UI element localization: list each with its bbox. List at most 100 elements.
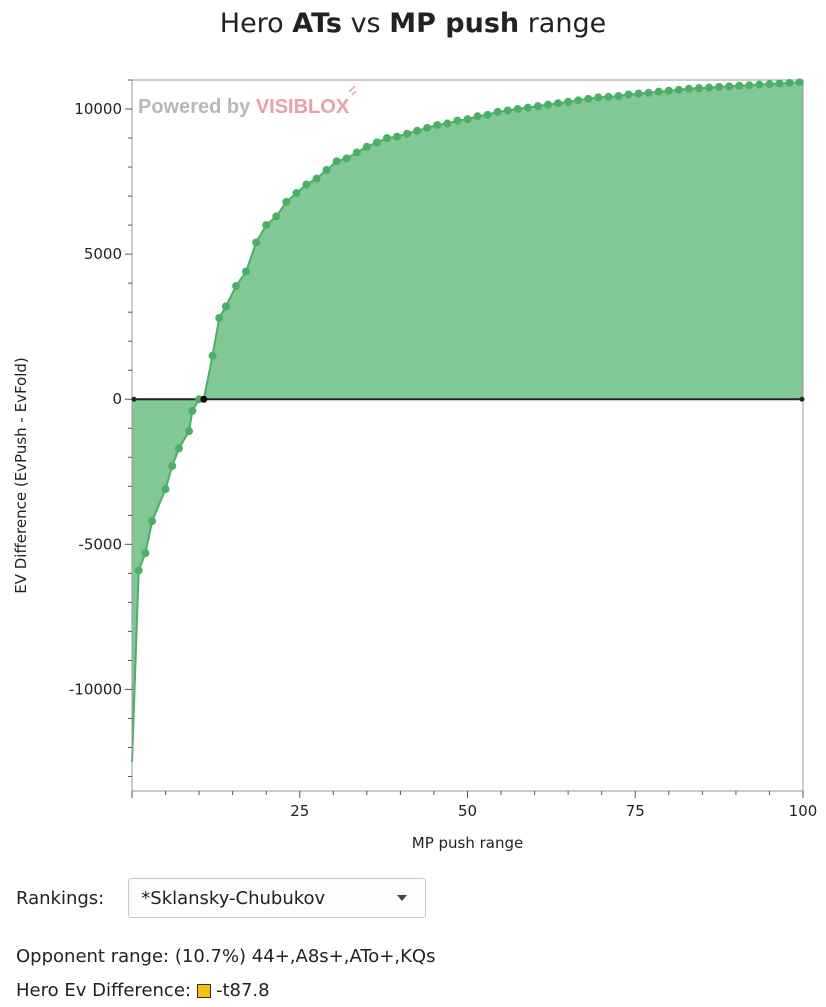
title-part-3: MP push bbox=[389, 8, 520, 39]
data-point bbox=[372, 138, 381, 147]
data-point bbox=[765, 80, 774, 89]
data-point bbox=[413, 126, 422, 135]
data-point bbox=[403, 129, 412, 138]
data-point bbox=[221, 302, 230, 311]
data-point bbox=[252, 238, 261, 247]
data-point bbox=[604, 92, 613, 101]
hero-ev-value: -t87.8 bbox=[215, 980, 270, 1001]
data-point bbox=[174, 444, 183, 453]
y-axis-label: EV Difference (EvPush - EvFold) bbox=[12, 357, 30, 594]
data-point bbox=[232, 282, 241, 291]
opponent-range-label: Opponent range: bbox=[16, 946, 170, 967]
rankings-row: Rankings: *Sklansky-Chubukov bbox=[16, 878, 427, 918]
data-point bbox=[594, 93, 603, 102]
rankings-dropdown[interactable]: *Sklansky-Chubukov bbox=[128, 878, 427, 918]
title-part-0: Hero bbox=[219, 8, 293, 39]
data-point bbox=[554, 99, 563, 108]
x-tick-label: 100 bbox=[789, 802, 818, 820]
data-point bbox=[453, 116, 462, 125]
y-tick-label: -5000 bbox=[78, 535, 122, 553]
data-point bbox=[745, 81, 754, 90]
data-point bbox=[654, 87, 663, 96]
zero-line-end-dot bbox=[799, 396, 805, 402]
data-point bbox=[584, 94, 593, 103]
data-point bbox=[624, 90, 633, 99]
data-point bbox=[215, 313, 224, 322]
zero-line-start-dot bbox=[131, 396, 137, 402]
data-point bbox=[755, 80, 764, 89]
title-part-1: ATs bbox=[292, 8, 342, 39]
hero-ev-label: Hero Ev Difference: bbox=[16, 980, 191, 1001]
data-point bbox=[312, 174, 321, 183]
data-point bbox=[705, 83, 714, 92]
title-part-4: range bbox=[519, 8, 607, 39]
data-point bbox=[332, 157, 341, 166]
data-point bbox=[423, 123, 432, 132]
data-point bbox=[352, 148, 361, 157]
data-point bbox=[185, 427, 194, 436]
data-point bbox=[262, 221, 271, 230]
data-point bbox=[302, 180, 311, 189]
data-point bbox=[282, 197, 291, 206]
chevron-down-icon bbox=[397, 895, 408, 901]
data-point bbox=[393, 132, 402, 141]
data-point bbox=[148, 517, 157, 526]
data-point bbox=[382, 134, 391, 143]
data-point bbox=[208, 351, 217, 360]
data-point bbox=[533, 102, 542, 111]
data-point bbox=[443, 119, 452, 128]
data-point bbox=[523, 103, 532, 112]
data-point bbox=[725, 82, 734, 91]
data-point bbox=[292, 189, 301, 198]
data-point bbox=[664, 86, 673, 95]
y-tick-label: 0 bbox=[112, 390, 122, 408]
area-chart: -10000 -5000 0 5000 10000 25 50 75 100 MP push ra… bbox=[12, 78, 818, 852]
data-point bbox=[342, 154, 351, 163]
data-point bbox=[473, 112, 482, 121]
hero-color-swatch bbox=[196, 983, 211, 998]
y-tick-label: 5000 bbox=[84, 245, 122, 263]
y-tick-label: 10000 bbox=[74, 100, 122, 118]
rankings-label: Rankings: bbox=[16, 887, 105, 909]
data-point bbox=[775, 79, 784, 88]
data-point bbox=[168, 461, 177, 470]
data-point bbox=[694, 84, 703, 93]
area-fill bbox=[132, 82, 803, 762]
data-point bbox=[483, 110, 492, 119]
data-point bbox=[634, 89, 643, 98]
x-tick-label: 75 bbox=[626, 802, 645, 820]
data-point bbox=[785, 78, 794, 87]
data-point bbox=[644, 88, 653, 97]
highlight-point bbox=[200, 395, 208, 403]
data-point bbox=[503, 106, 512, 115]
watermark: Powered by VISIBLOX bbox=[138, 96, 350, 118]
data-point bbox=[242, 267, 251, 276]
data-point bbox=[463, 115, 472, 124]
data-point bbox=[574, 96, 583, 105]
watermark-accent-icon bbox=[348, 85, 357, 96]
data-point bbox=[564, 97, 573, 106]
opponent-range-row: Opponent range: (10.7%) 44+,A8s+,ATo+,KQ… bbox=[16, 946, 435, 967]
chart-title: Hero ATs vs MP push range bbox=[0, 8, 826, 39]
data-point bbox=[134, 566, 143, 575]
data-point bbox=[544, 100, 553, 109]
data-point bbox=[161, 485, 170, 494]
data-point bbox=[141, 549, 150, 558]
data-point bbox=[493, 107, 502, 116]
x-tick-label: 25 bbox=[290, 802, 309, 820]
data-point bbox=[272, 212, 281, 221]
data-point bbox=[433, 120, 442, 129]
rankings-selected-value: *Sklansky-Chubukov bbox=[141, 887, 326, 909]
data-point bbox=[362, 142, 371, 151]
x-tick-label: 50 bbox=[458, 802, 477, 820]
data-point bbox=[674, 85, 683, 94]
data-point bbox=[795, 78, 804, 87]
data-point bbox=[684, 84, 693, 93]
data-point bbox=[322, 165, 331, 174]
opponent-range-value: (10.7%) 44+,A8s+,ATo+,KQs bbox=[174, 946, 436, 967]
data-point bbox=[188, 406, 197, 415]
x-axis-label: MP push range bbox=[412, 834, 524, 852]
data-point bbox=[715, 82, 724, 91]
data-point bbox=[614, 91, 623, 100]
title-part-2: vs bbox=[342, 8, 390, 39]
